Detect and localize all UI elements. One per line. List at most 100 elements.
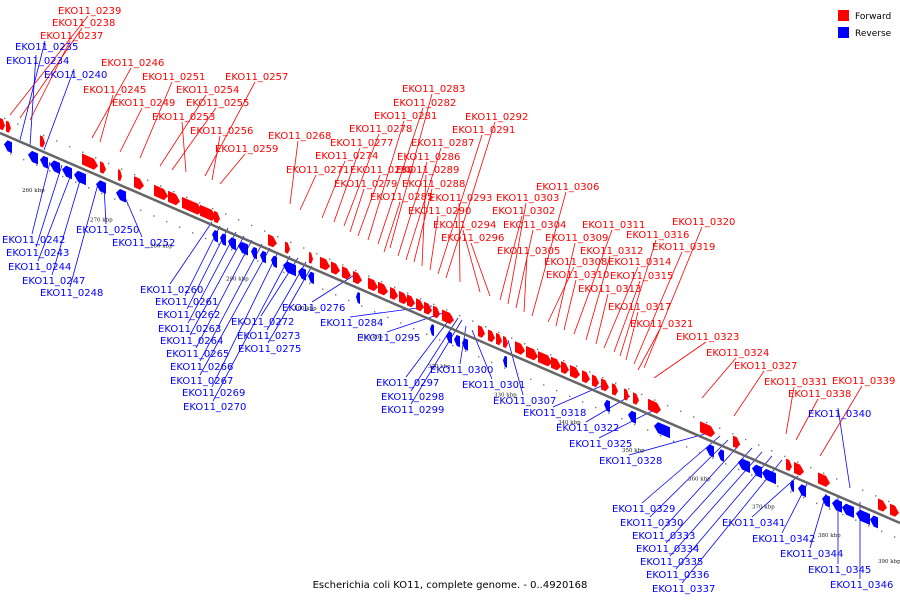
reverse-dot [543, 384, 545, 386]
forward-gene [515, 341, 525, 355]
guide-line [458, 202, 461, 283]
reverse-dot [647, 429, 649, 431]
guide-line [169, 221, 213, 285]
reverse-gene-label: EKO11_0276 [282, 303, 345, 314]
tick-label: 360 kbp [688, 477, 711, 483]
guide-line [552, 383, 607, 408]
forward-gene [633, 392, 639, 405]
forward-gene [503, 335, 508, 349]
forward-dot [446, 309, 448, 311]
forward-gene-label: EKO11_0305 [497, 246, 560, 257]
forward-dot [420, 297, 422, 300]
forward-gene-label: EKO11_0274 [315, 151, 378, 162]
reverse-dot [244, 254, 246, 257]
reverse-gene-label: EKO11_0336 [646, 570, 709, 581]
tick-label: 290 kbp [226, 276, 249, 282]
guide-line [31, 161, 51, 235]
forward-dot [17, 123, 19, 125]
forward-gene-label: EKO11_0292 [465, 112, 528, 123]
reverse-gene-label: EKO11_0300 [430, 365, 493, 376]
reverse-dot [816, 502, 818, 504]
forward-dot [797, 461, 799, 463]
guide-line [595, 293, 609, 345]
forward-dot [693, 416, 695, 418]
forward-gene-label: EKO11_0310 [546, 270, 609, 281]
forward-gene-label: EKO11_0320 [672, 217, 735, 228]
reverse-dot [36, 164, 38, 166]
forward-dot [615, 382, 617, 384]
forward-gene [526, 345, 538, 361]
reverse-gene [28, 150, 38, 165]
forward-gene [818, 472, 830, 487]
guide-line [837, 407, 851, 489]
reverse-gene-label: EKO11_0243 [6, 248, 69, 259]
scale-ticks: 260 kbp 270 kbp 280 kbp 290 kbp 300 kbp 310 k… [22, 188, 900, 565]
caption: Escherichia coli KO11, complete genome. … [313, 580, 588, 591]
forward-gene-label: EKO11_0296 [441, 233, 504, 244]
reverse-gene [430, 324, 434, 337]
reverse-gene [228, 237, 236, 251]
forward-dot [69, 145, 71, 148]
reverse-dot [374, 311, 376, 313]
guide-line [819, 385, 863, 457]
forward-gene-label: EKO11_0268 [268, 131, 331, 142]
guide-line [389, 93, 433, 249]
forward-gene [399, 290, 408, 305]
guide-line [445, 121, 496, 279]
reverse-dot [790, 491, 792, 493]
forward-gene-label: EKO11_0331 [764, 377, 827, 388]
reverse-gene-label: EKO11_0342 [752, 534, 815, 545]
reverse-gene [62, 165, 72, 180]
guide-line [641, 435, 721, 504]
guide-line [69, 183, 99, 288]
forward-gene-label: EKO11_0293 [429, 193, 492, 204]
guide-line [383, 201, 401, 253]
reverse-gene [604, 399, 610, 413]
forward-dot [459, 314, 461, 317]
reverse-dot [452, 344, 454, 347]
tick-label: 310 kbp [360, 334, 383, 340]
forward-dot [134, 174, 136, 176]
forward-gene-label: EKO11_0253 [152, 112, 215, 123]
reverse-gene-label: EKO11_0344 [780, 549, 843, 560]
reverse-gene [298, 267, 306, 281]
guide-line [397, 161, 428, 257]
forward-gene-label: EKO11_0287 [411, 138, 474, 149]
forward-dot [4, 117, 6, 120]
guide-line [733, 370, 765, 417]
tick-label: 370 kbp [752, 504, 775, 510]
forward-gene-label: EKO11_0316 [626, 230, 689, 241]
reverse-gene-label: EKO11_0269 [182, 388, 245, 399]
forward-gene-label: EKO11_0321 [630, 319, 693, 330]
reverse-dot [10, 153, 12, 155]
guide-line [211, 135, 221, 181]
reverse-gene [308, 271, 314, 285]
reverse-dot [205, 237, 207, 240]
forward-gene [878, 498, 887, 512]
reverse-gene-label: EKO11_0235 [15, 42, 78, 53]
guide-line [91, 67, 132, 139]
reverse-gene-label: EKO11_0335 [640, 557, 703, 568]
guide-line [51, 173, 83, 276]
forward-gene-label: EKO11_0338 [788, 389, 851, 400]
guide-line [499, 215, 523, 301]
reverse-dot [621, 418, 623, 420]
forward-gene-label: EKO11_0312 [580, 246, 643, 257]
forward-gene-label: EKO11_0339 [832, 376, 895, 387]
forward-dot [550, 354, 552, 356]
tick-label: 300 kbp [294, 306, 317, 312]
reverse-gene-label: EKO11_0341 [722, 518, 785, 529]
reverse-gene-label: EKO11_0242 [2, 235, 65, 246]
guide-line [429, 215, 439, 271]
reverse-dot [23, 158, 25, 161]
reverse-dot [530, 378, 532, 381]
forward-gene [268, 234, 277, 248]
forward-gene-label: EKO11_0280 [350, 165, 413, 176]
forward-gene-label: EKO11_0314 [608, 257, 671, 268]
reverse-gene-label: EKO11_0240 [44, 70, 107, 81]
tick-label: 320 kbp [428, 364, 451, 370]
tick-label: 280 kbp [150, 243, 173, 249]
reverse-dot [504, 367, 506, 369]
guide-line [186, 227, 229, 310]
